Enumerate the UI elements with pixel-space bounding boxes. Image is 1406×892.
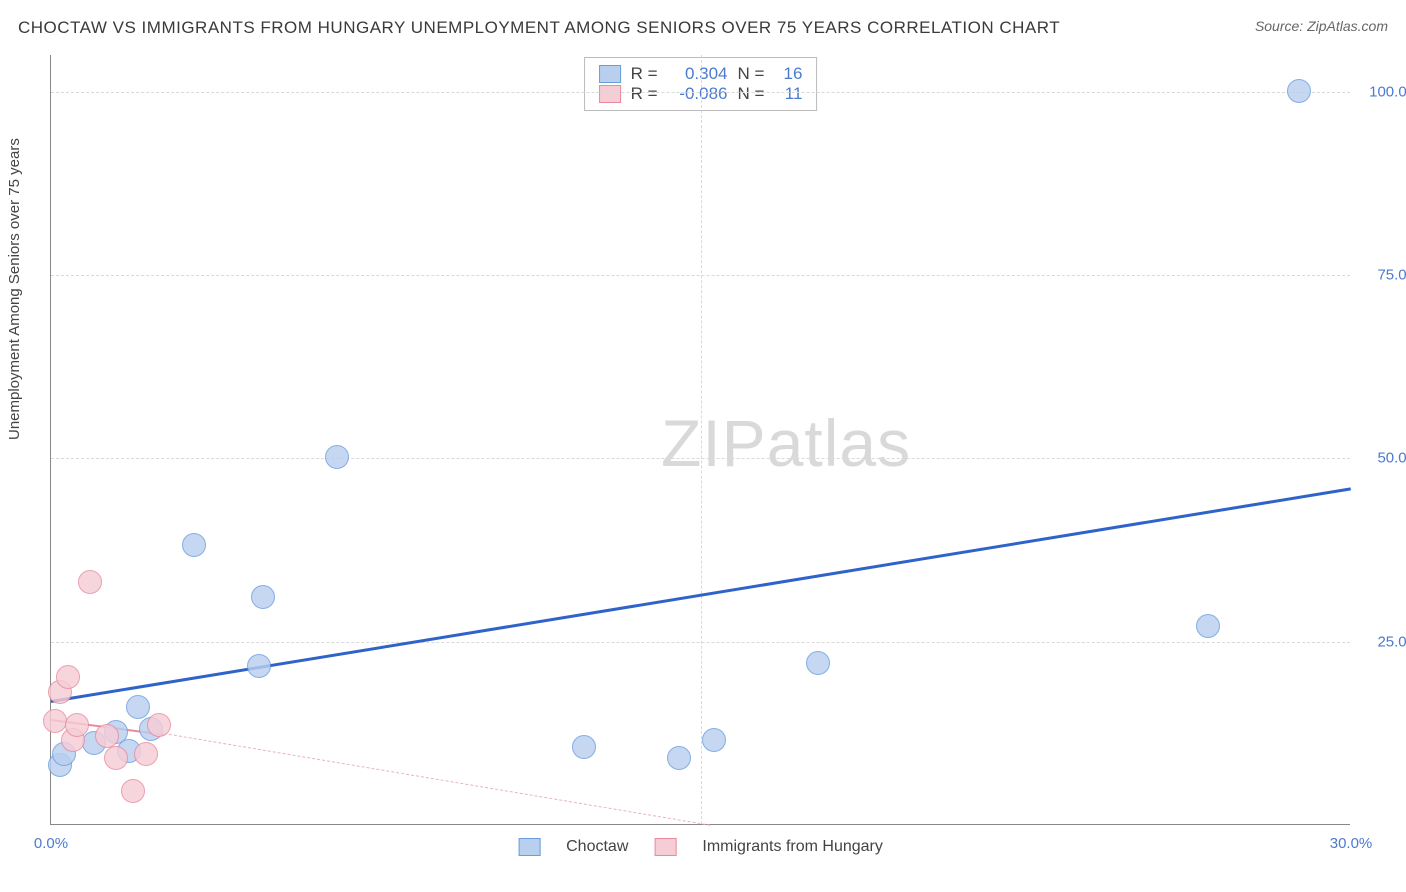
regression-line: [164, 733, 710, 826]
y-tick-label: 25.0%: [1360, 633, 1406, 650]
data-point: [251, 585, 275, 609]
swatch-icon: [654, 838, 676, 856]
y-tick-label: 100.0%: [1360, 83, 1406, 100]
data-point: [121, 779, 145, 803]
data-point: [572, 735, 596, 759]
data-point: [56, 665, 80, 689]
y-tick-label: 50.0%: [1360, 450, 1406, 467]
data-point: [702, 728, 726, 752]
stat-n-value: 16: [774, 64, 802, 84]
watermark: ZIPatlas: [661, 405, 911, 481]
x-tick-label: 0.0%: [34, 835, 68, 852]
stat-r-label: R =: [631, 64, 658, 84]
source-attribution: Source: ZipAtlas.com: [1255, 18, 1388, 34]
x-tick-label: 30.0%: [1330, 835, 1373, 852]
y-tick-label: 75.0%: [1360, 267, 1406, 284]
data-point: [182, 533, 206, 557]
swatch-icon: [599, 65, 621, 83]
data-point: [147, 713, 171, 737]
gridline-v: [701, 55, 702, 824]
swatch-icon: [518, 838, 540, 856]
data-point: [78, 570, 102, 594]
data-point: [1196, 614, 1220, 638]
chart-header: CHOCTAW VS IMMIGRANTS FROM HUNGARY UNEMP…: [18, 18, 1388, 38]
data-point: [104, 746, 128, 770]
watermark-bold: ZIP: [661, 406, 767, 480]
watermark-light: atlas: [767, 406, 911, 480]
stat-n-label: N =: [738, 64, 765, 84]
stat-n-label: N =: [738, 84, 765, 104]
data-point: [325, 445, 349, 469]
data-point: [65, 713, 89, 737]
stat-n-value: 11: [774, 84, 802, 104]
scatter-plot: ZIPatlas R = 0.304 N = 16 R = -0.086 N =…: [50, 55, 1350, 825]
legend-label: Choctaw: [566, 838, 628, 856]
data-point: [126, 695, 150, 719]
data-point: [667, 746, 691, 770]
stat-r-label: R =: [631, 84, 658, 104]
stat-r-value: 0.304: [668, 64, 728, 84]
swatch-icon: [599, 85, 621, 103]
stat-r-value: -0.086: [668, 84, 728, 104]
data-point: [247, 654, 271, 678]
source-label: Source:: [1255, 18, 1307, 34]
chart-title: CHOCTAW VS IMMIGRANTS FROM HUNGARY UNEMP…: [18, 18, 1060, 38]
legend-label: Immigrants from Hungary: [702, 838, 883, 856]
data-point: [134, 742, 158, 766]
data-point: [1287, 79, 1311, 103]
y-axis-label: Unemployment Among Seniors over 75 years: [6, 138, 23, 440]
data-point: [806, 651, 830, 675]
source-link[interactable]: ZipAtlas.com: [1307, 18, 1388, 34]
data-point: [95, 724, 119, 748]
legend: Choctaw Immigrants from Hungary: [518, 838, 883, 856]
